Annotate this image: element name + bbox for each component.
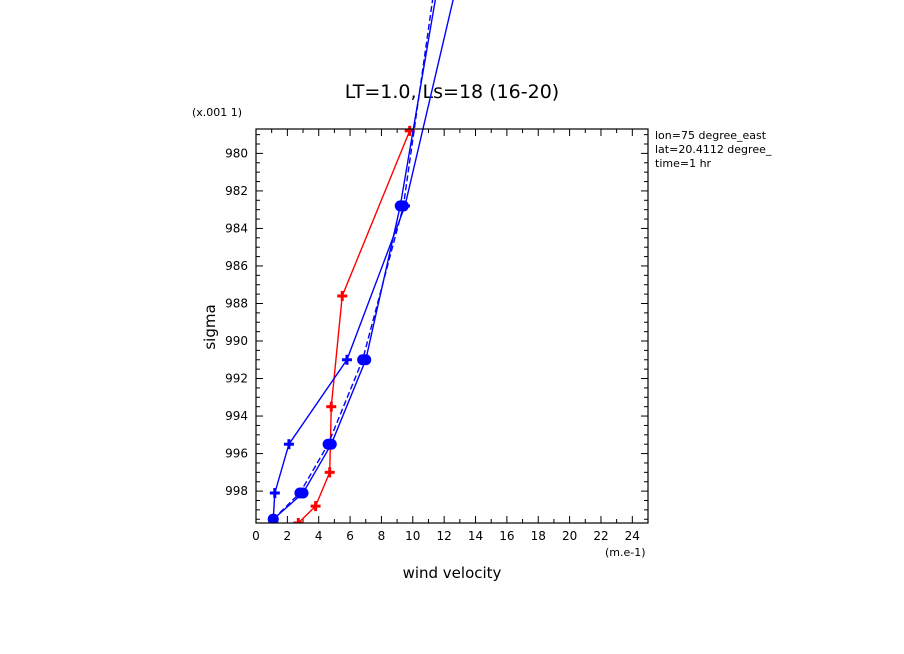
series-1-point (337, 290, 348, 301)
x-tick-label: 18 (531, 529, 546, 543)
y-axis-label: sigma (201, 304, 219, 349)
y-tick-label: 980 (225, 146, 248, 160)
series-4-point (267, 513, 279, 523)
x-tick-label: 6 (346, 529, 354, 543)
y-tick-label: 982 (225, 184, 248, 198)
series-line-2 (272, 0, 454, 520)
series-line-4 (272, 0, 434, 520)
info-time: time=1 hr (655, 157, 712, 170)
series-line-1 (297, 130, 411, 523)
x-tick-label: 0 (252, 529, 260, 543)
y-tick-label: 990 (225, 334, 248, 348)
y-tick-label: 996 (225, 447, 248, 461)
series-4-point (294, 487, 306, 499)
series-2-point (269, 487, 280, 498)
x-tick-label: 24 (625, 529, 640, 543)
x-tick-label: 12 (437, 529, 452, 543)
series-2-point (283, 439, 294, 450)
axis-ticks: 0 2 4 6 8 10 12 14 16 18 20 22 249809829849869889909… (225, 129, 648, 543)
series-1-point (324, 467, 335, 478)
info-lon: lon=75 degree_east (655, 129, 767, 142)
x-tick-label: 8 (378, 529, 386, 543)
y-tick-label: 988 (225, 296, 248, 310)
y-tick-label: 986 (225, 259, 248, 273)
x-tick-label: 22 (593, 529, 608, 543)
y-tick-label: 992 (225, 372, 248, 386)
y-unit-label: (x.001 1) (192, 106, 242, 119)
plot-frame (255, 128, 649, 524)
y-tick-label: 998 (225, 484, 248, 498)
series-2-point (341, 354, 352, 365)
series-1-point (310, 501, 321, 512)
y-tick-label: 994 (225, 409, 248, 423)
series-4-point (357, 354, 369, 366)
series-4-point (322, 438, 334, 450)
series-line-3 (272, 0, 436, 520)
x-tick-label: 2 (284, 529, 292, 543)
y-tick-label: 984 (225, 221, 248, 235)
series-1-point (293, 518, 304, 523)
x-tick-label: 14 (468, 529, 483, 543)
series-4-point (397, 200, 409, 212)
x-tick-label: 20 (562, 529, 577, 543)
x-tick-label: 16 (499, 529, 514, 543)
x-axis-label: wind velocity (403, 564, 502, 582)
info-lat: lat=20.4112 degree_ (655, 143, 772, 156)
series-layer (267, 0, 454, 523)
x-tick-label: 4 (315, 529, 323, 543)
x-unit-label: (m.e-1) (605, 546, 646, 559)
x-tick-label: 10 (405, 529, 420, 543)
series-1-point (326, 401, 337, 412)
chart-title: LT=1.0, Ls=18 (16-20) (345, 81, 559, 103)
